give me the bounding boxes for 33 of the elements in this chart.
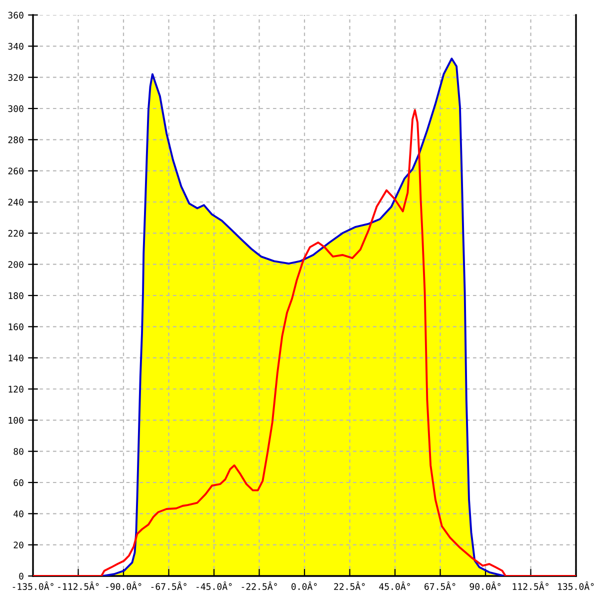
y-tick-label: 260 [8,168,24,174]
x-tick-label: 67.5Â° [424,581,456,590]
x-tick-label: -112.5Â° [58,581,99,590]
y-tick-label: 140 [8,354,24,362]
y-tick-label: 200 [8,261,24,268]
y-tick-label: 240 [8,198,24,206]
x-tick-label: 45.0Â° [379,581,410,590]
y-tick-label: 40 [14,510,24,518]
x-tick-label: -45.0Â° [196,581,232,590]
x-tick-label: -22.5Â° [242,581,277,590]
x-tick-label: 90.0Â° [470,581,500,590]
y-tick-label: 80 [14,448,24,455]
x-tick-label: -90.0Â° [106,581,142,590]
y-tick-label: 340 [8,42,24,50]
x-tick-label: 0.0Â° [292,581,317,590]
x-tick-label: 112.5Â° [512,581,548,590]
y-tick-label: 20 [14,542,24,548]
y-tick-label: 360 [8,12,24,19]
y-tick-label: 120 [8,386,24,393]
y-tick-label: 280 [8,136,24,144]
y-tick-label: 320 [8,74,24,81]
y-tick-label: 180 [8,292,24,300]
y-tick-label: 160 [8,323,24,330]
x-tick-label: -135.0Â° [12,581,54,590]
y-tick-label: 60 [14,479,24,486]
x-tick-label: -67.5Â° [151,581,186,590]
y-tick-label: 220 [8,230,24,237]
y-tick-label: 0 [19,572,24,580]
x-tick-label: 22.5Â° [334,581,365,590]
y-tick-label: 100 [8,416,24,424]
x-tick-label: 135.0Â° [558,581,594,590]
y-tick-label: 300 [8,105,24,112]
line-series [102,58,505,576]
